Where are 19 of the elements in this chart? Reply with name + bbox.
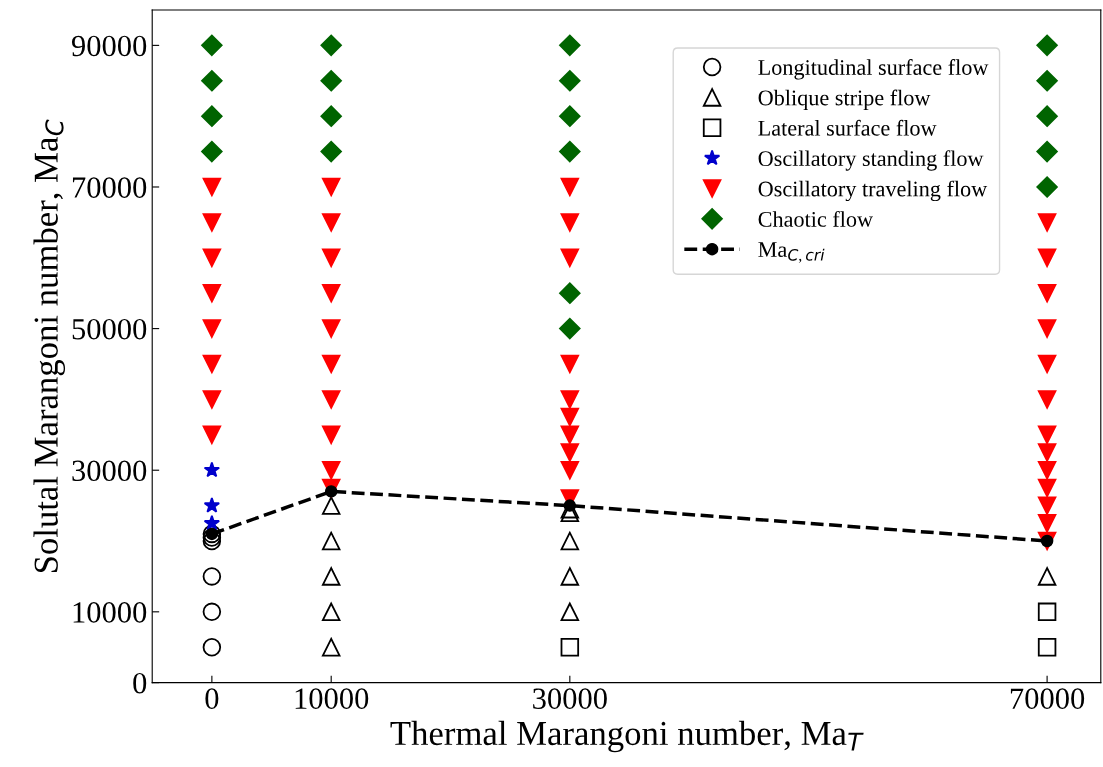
- legend-label: Lateral surface flow: [758, 119, 937, 136]
- y-tick-label: 50000: [72, 318, 147, 340]
- y-tick-label: 10000: [73, 602, 147, 623]
- legend-label: Oscillatory traveling flow: [758, 180, 988, 202]
- y-tick-label: 0: [133, 672, 147, 694]
- x-tick-label: 0: [205, 688, 219, 709]
- x-tick-label: 10000: [295, 688, 369, 709]
- legend-label: Chaotic flow: [758, 211, 873, 227]
- x-axis-title: Thermal Marangoni number, Ma$_{T}$: [390, 720, 864, 753]
- y-tick-label: 70000: [72, 177, 147, 198]
- y-tick-label: 30000: [72, 460, 147, 482]
- legend-label: Longitudinal surface flow: [758, 59, 989, 80]
- legend-label: Oscillatory standing flow: [758, 150, 984, 171]
- y-axis-title: Solutal Marangoni number, Ma$_{C}$: [33, 119, 66, 573]
- x-tick-label: 30000: [533, 688, 607, 709]
- legend-label: Oblique stripe flow: [758, 89, 931, 110]
- y-tick-label: 90000: [71, 35, 147, 57]
- x-tick-label: 70000: [1010, 688, 1085, 709]
- legend-label: Ma$_{C,cri}$: [758, 242, 825, 263]
